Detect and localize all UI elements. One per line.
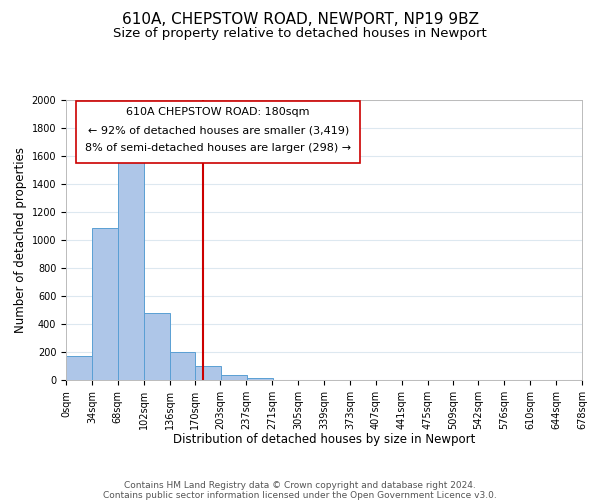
Text: Contains HM Land Registry data © Crown copyright and database right 2024.: Contains HM Land Registry data © Crown c… xyxy=(124,481,476,490)
Text: 610A CHEPSTOW ROAD: 180sqm: 610A CHEPSTOW ROAD: 180sqm xyxy=(127,107,310,117)
Bar xyxy=(66,356,92,380)
Bar xyxy=(196,366,221,380)
X-axis label: Distribution of detached houses by size in Newport: Distribution of detached houses by size … xyxy=(173,434,475,446)
Text: 8% of semi-detached houses are larger (298) →: 8% of semi-detached houses are larger (2… xyxy=(85,144,351,154)
Text: 610A, CHEPSTOW ROAD, NEWPORT, NP19 9BZ: 610A, CHEPSTOW ROAD, NEWPORT, NP19 9BZ xyxy=(121,12,479,28)
Bar xyxy=(247,378,273,380)
FancyBboxPatch shape xyxy=(76,102,360,163)
Bar xyxy=(92,228,118,380)
Bar xyxy=(143,313,170,380)
Y-axis label: Number of detached properties: Number of detached properties xyxy=(14,147,28,333)
Bar xyxy=(118,152,143,380)
Text: Contains public sector information licensed under the Open Government Licence v3: Contains public sector information licen… xyxy=(103,491,497,500)
Text: Size of property relative to detached houses in Newport: Size of property relative to detached ho… xyxy=(113,28,487,40)
Text: ← 92% of detached houses are smaller (3,419): ← 92% of detached houses are smaller (3,… xyxy=(88,125,349,135)
Bar xyxy=(170,352,196,380)
Bar xyxy=(221,374,247,380)
